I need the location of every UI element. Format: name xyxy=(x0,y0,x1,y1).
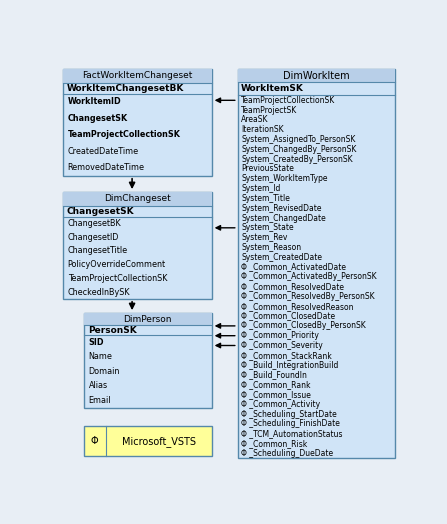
FancyBboxPatch shape xyxy=(84,426,212,456)
Text: WorkItemSK: WorkItemSK xyxy=(241,84,304,93)
Text: Φ _Build_IntegrationBuild: Φ _Build_IntegrationBuild xyxy=(241,361,338,369)
Text: Φ _Common_Rank: Φ _Common_Rank xyxy=(241,380,311,389)
Text: System_CreatedBy_PersonSK: System_CreatedBy_PersonSK xyxy=(241,155,353,163)
Text: Φ _Common_ClosedBy_PersonSK: Φ _Common_ClosedBy_PersonSK xyxy=(241,321,366,331)
FancyBboxPatch shape xyxy=(63,69,212,176)
Text: Φ _Common_ActivatedBy_PersonSK: Φ _Common_ActivatedBy_PersonSK xyxy=(241,272,377,281)
Text: WorkItemChangesetBK: WorkItemChangesetBK xyxy=(67,84,184,93)
Text: System_ChangedDate: System_ChangedDate xyxy=(241,213,326,223)
Text: Φ _Scheduling_FinishDate: Φ _Scheduling_FinishDate xyxy=(241,420,340,429)
Text: TeamProjectCollectionSK: TeamProjectCollectionSK xyxy=(241,96,335,105)
Text: Φ _Common_Risk: Φ _Common_Risk xyxy=(241,439,308,448)
FancyBboxPatch shape xyxy=(238,69,396,458)
Text: System_State: System_State xyxy=(241,223,294,232)
Text: Φ _Common_Issue: Φ _Common_Issue xyxy=(241,390,311,399)
Text: Email: Email xyxy=(89,396,111,405)
Text: System_WorkItemType: System_WorkItemType xyxy=(241,174,328,183)
Text: WorkItemID: WorkItemID xyxy=(67,97,121,106)
Text: Φ: Φ xyxy=(91,436,98,446)
FancyBboxPatch shape xyxy=(63,192,212,299)
Text: DimWorkItem: DimWorkItem xyxy=(283,71,350,81)
Text: System_Reason: System_Reason xyxy=(241,243,301,252)
Text: Φ _Common_ResolvedDate: Φ _Common_ResolvedDate xyxy=(241,282,344,291)
Text: System_CreatedDate: System_CreatedDate xyxy=(241,253,322,261)
Text: ChangesetBK: ChangesetBK xyxy=(67,219,121,228)
Text: Φ _Common_ResolvedBy_PersonSK: Φ _Common_ResolvedBy_PersonSK xyxy=(241,292,375,301)
Text: Φ _Common_ResolvedReason: Φ _Common_ResolvedReason xyxy=(241,302,354,311)
Text: ChangesetSK: ChangesetSK xyxy=(67,207,135,216)
Text: System_Title: System_Title xyxy=(241,194,290,203)
Text: CreatedDateTime: CreatedDateTime xyxy=(67,147,139,156)
FancyBboxPatch shape xyxy=(84,313,212,325)
Text: Φ _Common_Activity: Φ _Common_Activity xyxy=(241,400,320,409)
Text: PersonSK: PersonSK xyxy=(88,325,136,335)
Text: TeamProjectSK: TeamProjectSK xyxy=(241,106,297,115)
Text: Φ _Common_Priority: Φ _Common_Priority xyxy=(241,331,319,340)
Text: Φ _Build_FoundIn: Φ _Build_FoundIn xyxy=(241,370,307,379)
Text: DimChangeset: DimChangeset xyxy=(104,194,171,203)
Text: System_ChangedBy_PersonSK: System_ChangedBy_PersonSK xyxy=(241,145,357,154)
Text: Microsoft_VSTS: Microsoft_VSTS xyxy=(122,435,196,446)
Text: SID: SID xyxy=(89,337,104,347)
FancyBboxPatch shape xyxy=(238,69,396,82)
Text: Φ _Scheduling_StartDate: Φ _Scheduling_StartDate xyxy=(241,410,337,419)
Text: IterationSK: IterationSK xyxy=(241,125,284,134)
Text: Φ _Common_StackRank: Φ _Common_StackRank xyxy=(241,351,332,360)
Text: ChangesetID: ChangesetID xyxy=(67,233,119,242)
Text: Domain: Domain xyxy=(89,367,120,376)
Text: ChangesetSK: ChangesetSK xyxy=(67,114,128,123)
Text: System_Id: System_Id xyxy=(241,184,281,193)
Text: CheckedInBySK: CheckedInBySK xyxy=(67,288,130,297)
Text: DimPerson: DimPerson xyxy=(123,315,172,324)
Text: System_RevisedDate: System_RevisedDate xyxy=(241,204,322,213)
Text: Φ _TCM_AutomationStatus: Φ _TCM_AutomationStatus xyxy=(241,429,343,438)
Text: Φ _Scheduling_DueDate: Φ _Scheduling_DueDate xyxy=(241,449,333,458)
Text: ChangesetTitle: ChangesetTitle xyxy=(67,246,128,255)
Text: PolicyOverrideComment: PolicyOverrideComment xyxy=(67,260,166,269)
Text: RemovedDateTime: RemovedDateTime xyxy=(67,163,145,172)
FancyBboxPatch shape xyxy=(84,313,212,408)
FancyBboxPatch shape xyxy=(63,69,212,83)
Text: TeamProjectCollectionSK: TeamProjectCollectionSK xyxy=(67,274,167,283)
Text: FactWorkItemChangeset: FactWorkItemChangeset xyxy=(82,71,193,80)
Text: AreaSK: AreaSK xyxy=(241,115,269,124)
Text: PreviousState: PreviousState xyxy=(241,165,294,173)
Text: TeamProjectCollectionSK: TeamProjectCollectionSK xyxy=(67,130,181,139)
Text: Alias: Alias xyxy=(89,381,108,390)
Text: Φ _Common_ActivatedDate: Φ _Common_ActivatedDate xyxy=(241,263,346,271)
Text: Name: Name xyxy=(89,352,112,361)
Text: System_AssignedTo_PersonSK: System_AssignedTo_PersonSK xyxy=(241,135,355,144)
Text: System_Rev: System_Rev xyxy=(241,233,287,242)
FancyBboxPatch shape xyxy=(63,192,212,206)
Text: Φ _Common_ClosedDate: Φ _Common_ClosedDate xyxy=(241,312,335,321)
Text: Φ _Common_Severity: Φ _Common_Severity xyxy=(241,341,323,350)
